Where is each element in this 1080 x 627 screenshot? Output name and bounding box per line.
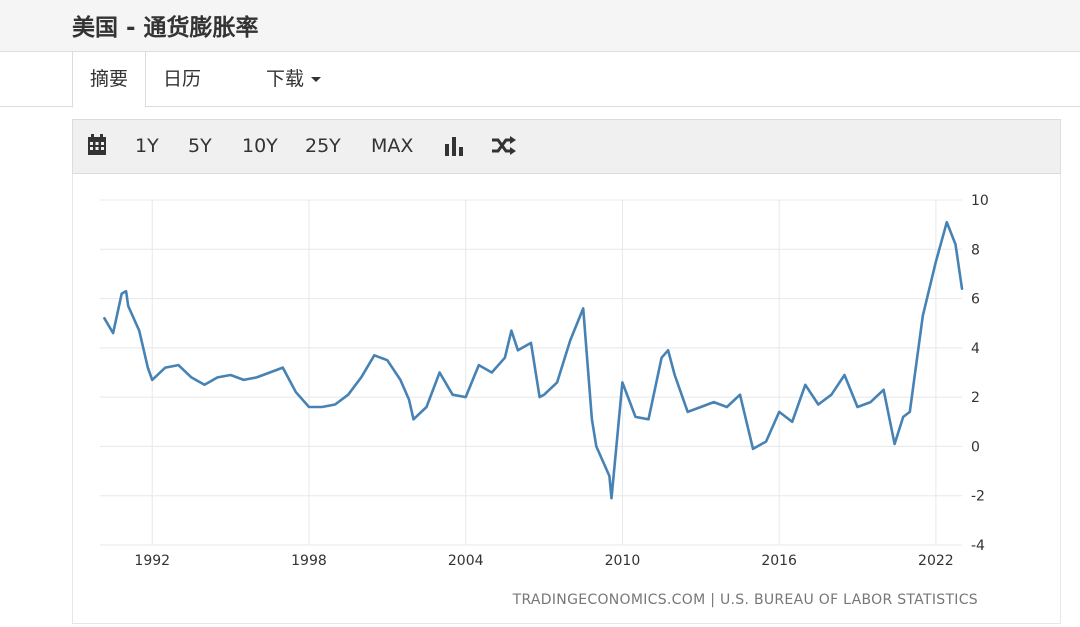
y-tick-label: 10	[971, 193, 989, 209]
range-1y-button[interactable]: 1Y	[135, 135, 159, 157]
chart-source: TRADINGECONOMICS.COM | U.S. BUREAU OF LA…	[512, 592, 978, 608]
y-tick-label: 6	[971, 292, 980, 308]
inflation-series-line	[103, 220, 964, 500]
range-5y-button[interactable]: 5Y	[188, 135, 212, 157]
x-tick-label: 1992	[134, 553, 170, 569]
bar-chart-icon[interactable]	[444, 135, 464, 161]
tab-summary[interactable]: 摘要	[72, 51, 146, 108]
shuffle-icon[interactable]	[491, 135, 517, 161]
tabs-divider	[0, 106, 1080, 107]
y-tick-label: 4	[971, 341, 980, 357]
range-max-button[interactable]: MAX	[371, 135, 414, 157]
x-tick-label: 2022	[918, 553, 954, 569]
tab-download[interactable]: 下载	[266, 52, 322, 106]
chart-toolbar: 1Y 5Y 10Y 25Y MAX	[72, 119, 1061, 174]
tab-download-label: 下载	[266, 68, 305, 90]
y-tick-label: 8	[971, 242, 980, 258]
calendar-icon[interactable]	[87, 134, 107, 160]
y-tick-label: -4	[971, 538, 985, 554]
range-25y-button[interactable]: 25Y	[305, 135, 341, 157]
page-title: 美国 - 通货膨胀率	[72, 15, 259, 41]
x-tick-label: 2004	[448, 553, 484, 569]
tab-calendar[interactable]: 日历	[163, 68, 202, 90]
y-axis-ticks: 10 8 6 4 2 0 -2 -4	[971, 193, 989, 554]
y-tick-label: -2	[971, 489, 985, 505]
x-tick-label: 2010	[605, 553, 641, 569]
chevron-down-icon	[311, 77, 322, 82]
x-tick-label: 1998	[291, 553, 327, 569]
chart-grid	[100, 199, 962, 546]
inflation-chart: 10 8 6 4 2 0 -2 -4 1992 1998 2004 2010 2016 2022	[100, 193, 989, 569]
x-axis-ticks: 1992 1998 2004 2010 2016 2022	[134, 553, 953, 569]
y-tick-label: 2	[971, 390, 980, 406]
x-tick-label: 2016	[761, 553, 797, 569]
range-10y-button[interactable]: 10Y	[242, 135, 278, 157]
chart-container	[72, 174, 1061, 624]
y-tick-label: 0	[971, 439, 980, 455]
page-header: 美国 - 通货膨胀率	[0, 0, 1080, 52]
